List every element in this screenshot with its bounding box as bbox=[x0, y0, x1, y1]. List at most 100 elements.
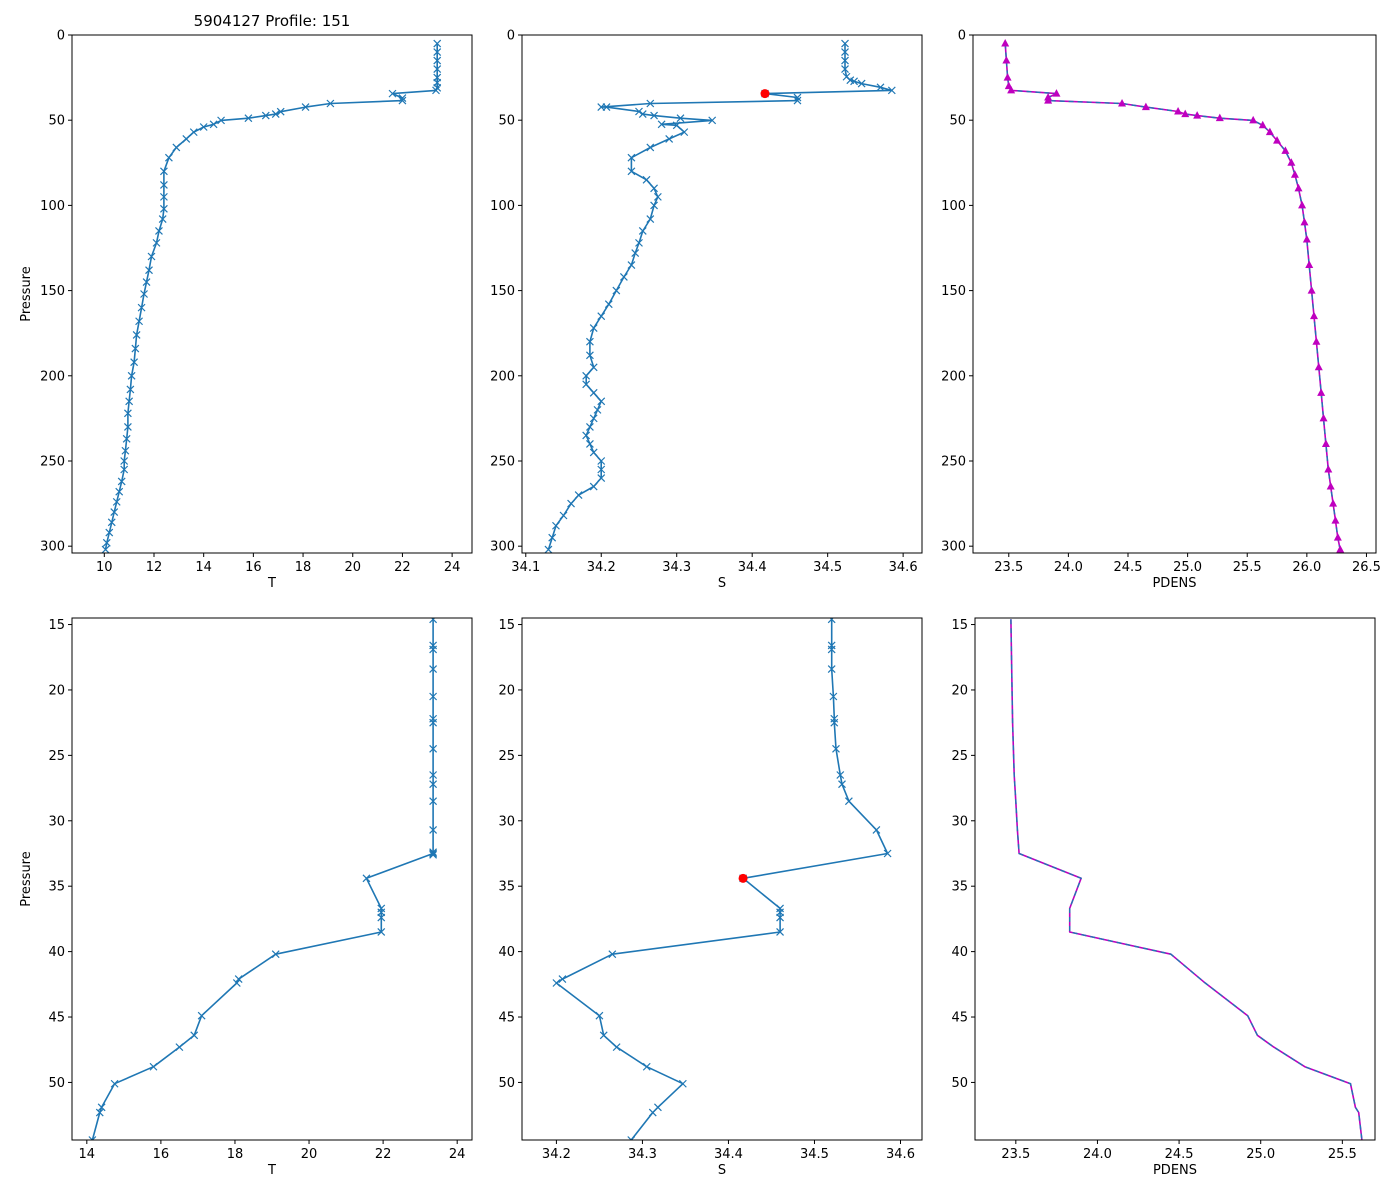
data-point bbox=[398, 96, 407, 105]
data-point-stroke bbox=[429, 618, 436, 624]
x-tick-label: 34.2 bbox=[587, 560, 616, 575]
data-point-stroke bbox=[672, 121, 681, 130]
data-point-stroke bbox=[110, 1079, 119, 1088]
data-point bbox=[876, 83, 885, 92]
data-point bbox=[429, 826, 438, 834]
x-tick-label: 24.5 bbox=[1165, 1147, 1194, 1162]
data-point bbox=[582, 431, 591, 440]
data-point bbox=[665, 135, 674, 143]
data-point bbox=[589, 414, 598, 423]
data-point bbox=[429, 848, 438, 857]
data-point-stroke bbox=[276, 107, 285, 116]
data-point bbox=[1331, 516, 1340, 524]
y-tick-label: 15 bbox=[951, 618, 968, 633]
data-point bbox=[589, 448, 598, 457]
y-tick-label: 150 bbox=[941, 284, 966, 299]
data-point-stroke bbox=[830, 718, 839, 727]
y-tick-label: 250 bbox=[941, 454, 966, 469]
data-point bbox=[648, 1108, 657, 1117]
data-point-stroke bbox=[642, 175, 651, 184]
y-tick-label: 40 bbox=[498, 945, 515, 960]
data-point-stroke bbox=[552, 521, 560, 530]
data-point-stroke bbox=[112, 497, 121, 506]
x-tick-label: 25.5 bbox=[1328, 1147, 1357, 1162]
data-point bbox=[110, 508, 119, 517]
data-point-stroke bbox=[827, 618, 834, 624]
y-tick-label: 200 bbox=[941, 369, 966, 384]
data-point bbox=[653, 192, 662, 201]
y-tick-label: 0 bbox=[507, 29, 515, 44]
x-tick-label: 24.0 bbox=[1083, 1147, 1112, 1162]
data-point bbox=[597, 312, 606, 321]
data-point bbox=[433, 39, 442, 48]
data-point bbox=[599, 1031, 608, 1040]
data-point bbox=[130, 358, 139, 367]
data-layer bbox=[88, 618, 438, 1140]
data-point bbox=[635, 107, 643, 116]
data-point bbox=[776, 928, 784, 936]
data-point bbox=[105, 528, 114, 537]
data-point bbox=[1001, 39, 1010, 47]
data-point bbox=[567, 499, 575, 508]
data-point bbox=[123, 422, 132, 431]
salinity-full-panel: 34.1 34.2 34.3 34.4 34.5 34.6 0 50 100 150 200 250 3… bbox=[490, 29, 923, 591]
data-point-stroke bbox=[160, 167, 168, 176]
y-tick-label: 30 bbox=[48, 814, 65, 829]
data-point-stroke bbox=[653, 192, 662, 201]
data-point bbox=[552, 979, 561, 987]
data-point-stroke bbox=[105, 528, 114, 537]
data-point bbox=[271, 950, 280, 959]
data-point-stroke bbox=[120, 465, 129, 474]
axes-frame bbox=[71, 34, 473, 554]
y-tick-label: 150 bbox=[40, 284, 65, 299]
data-point-stroke bbox=[599, 1031, 608, 1040]
series-line bbox=[1004, 43, 1341, 550]
data-point-stroke bbox=[841, 39, 849, 48]
data-point-stroke bbox=[142, 278, 151, 286]
data-point bbox=[1310, 311, 1318, 320]
data-point bbox=[433, 65, 442, 74]
y-tick-label: 100 bbox=[40, 199, 65, 214]
data-point-stroke bbox=[627, 153, 636, 162]
data-point bbox=[1281, 146, 1290, 154]
data-point bbox=[152, 238, 161, 247]
data-point bbox=[123, 409, 132, 418]
data-point-stroke bbox=[836, 771, 845, 779]
y-tick-label: 25 bbox=[951, 749, 968, 764]
y-tick-label: 45 bbox=[498, 1011, 515, 1026]
y-tick-label: 15 bbox=[498, 618, 515, 633]
data-point bbox=[627, 1136, 636, 1140]
data-point-stroke bbox=[635, 107, 643, 116]
data-point bbox=[589, 482, 598, 491]
data-point bbox=[175, 1043, 184, 1052]
data-point-stroke bbox=[589, 363, 598, 372]
data-point bbox=[589, 388, 598, 397]
data-point-stroke bbox=[429, 744, 438, 753]
data-point bbox=[117, 477, 126, 486]
data-point bbox=[1294, 183, 1303, 192]
data-point-stroke bbox=[582, 380, 591, 389]
x-tick-label: 20 bbox=[301, 1147, 318, 1162]
x-tick-label: 16 bbox=[245, 560, 262, 575]
data-point bbox=[548, 533, 557, 542]
data-point-stroke bbox=[189, 128, 198, 137]
x-axis-label: T bbox=[267, 576, 276, 591]
data-point-stroke bbox=[841, 48, 849, 56]
data-point-stroke bbox=[160, 204, 168, 213]
data-point bbox=[115, 487, 124, 496]
y-axis-label: Pressure bbox=[19, 851, 34, 907]
series-line-dashed bbox=[1004, 43, 1341, 550]
data-point bbox=[827, 645, 836, 654]
data-point-stroke bbox=[234, 975, 243, 984]
data-point bbox=[827, 665, 836, 673]
data-point bbox=[589, 363, 598, 372]
y-tick-label: 30 bbox=[951, 814, 968, 829]
x-tick-label: 18 bbox=[227, 1147, 244, 1162]
data-point-stroke bbox=[842, 72, 851, 81]
data-point-stroke bbox=[638, 110, 647, 118]
x-tick-label: 26.5 bbox=[1352, 560, 1381, 575]
figure-title: 5904127 Profile: 151 bbox=[194, 12, 351, 30]
data-point bbox=[830, 718, 839, 727]
data-point bbox=[589, 324, 598, 333]
data-point-stroke bbox=[125, 397, 134, 406]
